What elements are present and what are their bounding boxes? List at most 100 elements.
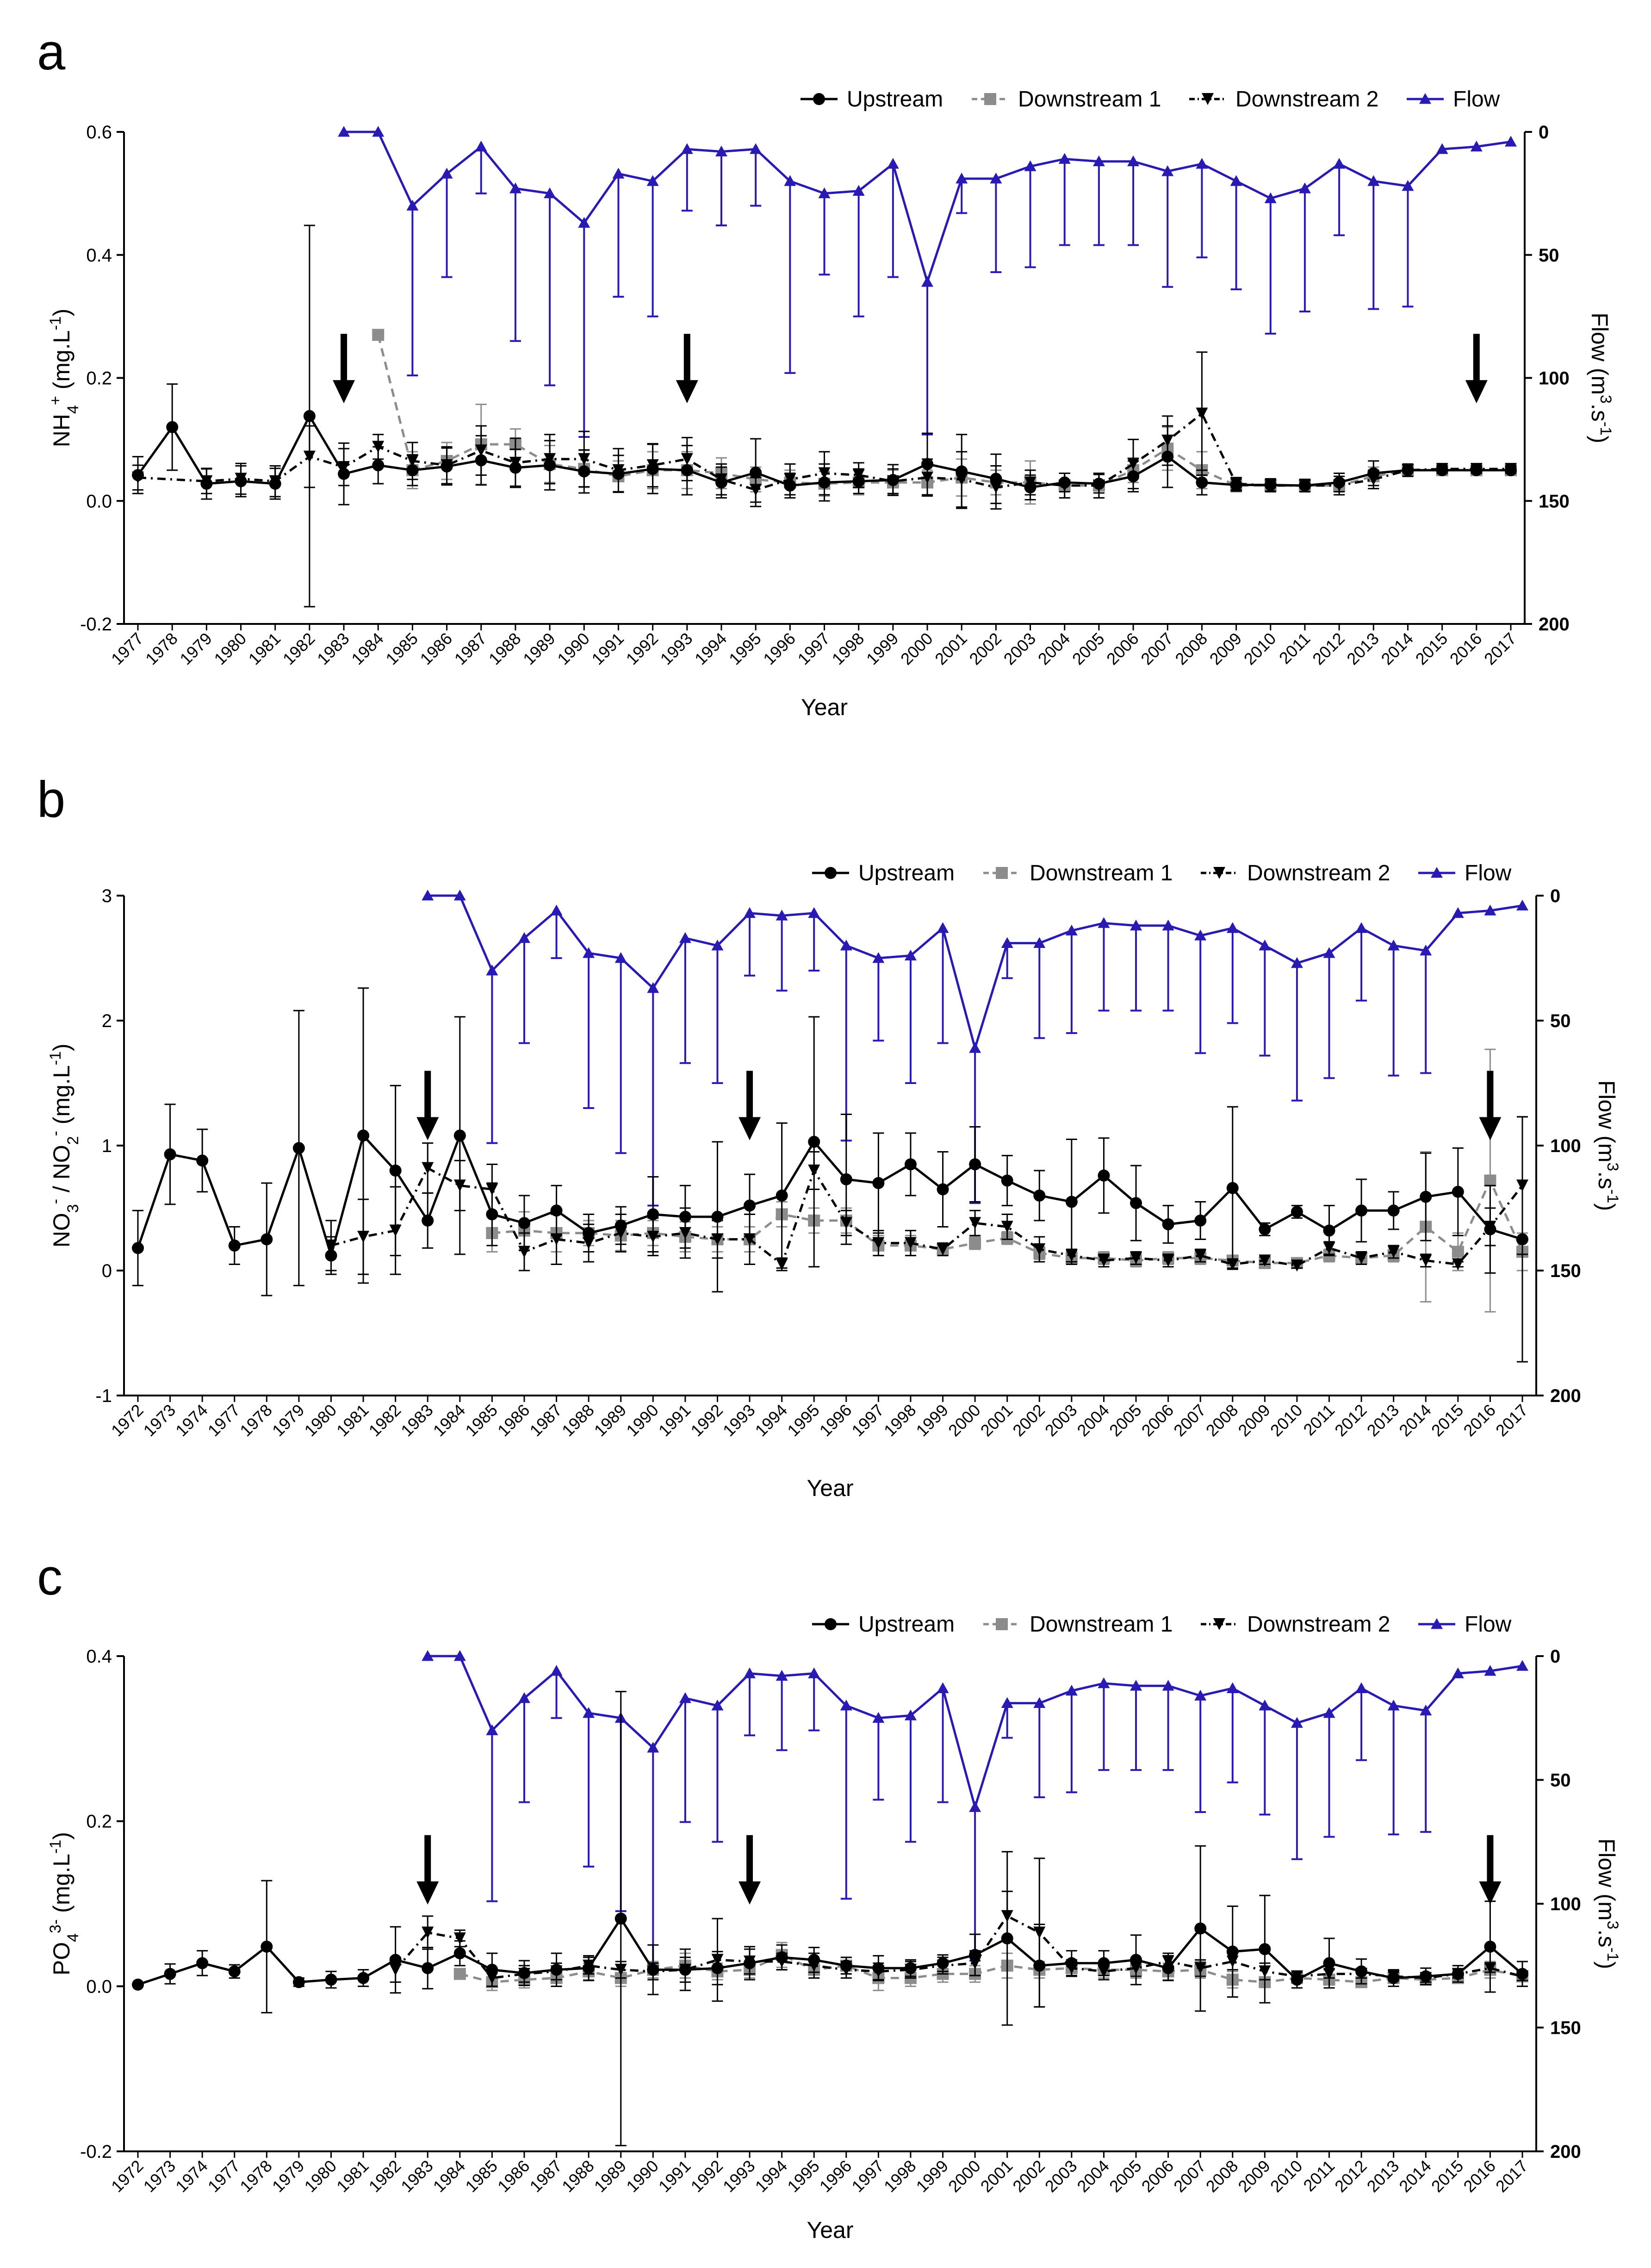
legend-marker bbox=[984, 93, 996, 105]
x-tick-label: 1999 bbox=[863, 629, 902, 669]
data-point bbox=[1130, 1252, 1142, 1264]
flow-point bbox=[1323, 1707, 1335, 1718]
data-point bbox=[1452, 1246, 1464, 1258]
x-tick-label: 1984 bbox=[429, 1401, 469, 1440]
flow-point bbox=[1436, 143, 1448, 154]
flow-point bbox=[784, 175, 796, 186]
data-point bbox=[518, 1967, 530, 1979]
x-tick-label: 1994 bbox=[691, 629, 731, 669]
series-line bbox=[137, 1916, 1523, 1986]
flow-point bbox=[711, 940, 724, 951]
flow-point bbox=[808, 907, 820, 918]
series-line bbox=[330, 1166, 1523, 1267]
x-tick-label: 1977 bbox=[204, 2156, 244, 2196]
panel-label: a bbox=[37, 24, 66, 81]
chart-panel-a: a -0.2 0.0 0.2 0.4 0.6 0 50 100 150 200 19771978197… bbox=[37, 24, 1614, 720]
flow-point bbox=[872, 952, 885, 963]
legend-item: Flow bbox=[1418, 861, 1512, 885]
data-point bbox=[1402, 464, 1414, 476]
flow-point bbox=[1259, 940, 1271, 951]
data-point bbox=[486, 1963, 498, 1976]
legend-item: Downstream 2 bbox=[1201, 1612, 1390, 1637]
y-tick-label: -1 bbox=[95, 1386, 112, 1406]
legend-item: Downstream 1 bbox=[983, 861, 1173, 885]
data-point bbox=[261, 1940, 273, 1953]
x-tick-label: 2014 bbox=[1395, 1401, 1435, 1440]
data-point bbox=[550, 1204, 563, 1217]
x-tick-label: 1983 bbox=[313, 629, 353, 669]
data-point bbox=[1001, 1932, 1013, 1944]
x-tick-label: 1974 bbox=[172, 2156, 211, 2196]
x-tick-label: 2009 bbox=[1234, 1401, 1274, 1440]
legend-item: Flow bbox=[1418, 1612, 1512, 1637]
flow-point bbox=[852, 185, 865, 196]
flow-point bbox=[744, 1667, 756, 1678]
data-point bbox=[1291, 1206, 1303, 1218]
x-tick-label: 2008 bbox=[1202, 1401, 1242, 1440]
flow-point bbox=[937, 1682, 949, 1693]
flow-point bbox=[1194, 1689, 1207, 1701]
data-point bbox=[1065, 1957, 1078, 1969]
data-point bbox=[969, 1217, 981, 1229]
y2-tick-label: 0 bbox=[1539, 122, 1549, 143]
data-point bbox=[1127, 470, 1140, 483]
data-point bbox=[872, 1177, 885, 1189]
data-point bbox=[422, 1215, 434, 1227]
x-tick-label: 1992 bbox=[687, 1401, 726, 1440]
data-point bbox=[200, 478, 213, 490]
flow-point bbox=[486, 1724, 498, 1735]
data-point bbox=[904, 1962, 917, 1975]
data-point bbox=[132, 1242, 144, 1254]
flow-point bbox=[1452, 1667, 1464, 1678]
data-point bbox=[550, 1963, 563, 1976]
data-point bbox=[1196, 476, 1208, 489]
data-point bbox=[1065, 1196, 1078, 1208]
data-point bbox=[679, 1963, 691, 1976]
x-tick-label: 1985 bbox=[382, 629, 422, 669]
x-tick-label: 2011 bbox=[1299, 2156, 1338, 2195]
data-point bbox=[1194, 1922, 1207, 1935]
x-tick-label: 2016 bbox=[1446, 629, 1486, 669]
y2-axis-label: Flow (m3.s-1) bbox=[1594, 1080, 1621, 1211]
legend-marker bbox=[813, 93, 825, 105]
data-point bbox=[583, 1227, 595, 1239]
y2-tick-label: 200 bbox=[1550, 1386, 1581, 1406]
data-point bbox=[303, 410, 316, 422]
data-point bbox=[1452, 1968, 1464, 1980]
x-tick-label: 1995 bbox=[783, 2156, 823, 2196]
data-point bbox=[235, 475, 247, 487]
flow-point bbox=[1226, 1682, 1239, 1693]
legend: Upstream Downstream 1 Downstream 2 Flow bbox=[812, 1612, 1512, 1637]
x-tick-label: 1982 bbox=[365, 1401, 405, 1440]
legend-label: Flow bbox=[1465, 1612, 1512, 1637]
data-point bbox=[1355, 1204, 1368, 1217]
data-point bbox=[1420, 1970, 1432, 1982]
legend-label: Upstream bbox=[858, 861, 955, 885]
x-tick-label: 1979 bbox=[268, 1401, 308, 1440]
x-tick-label: 2009 bbox=[1234, 2156, 1274, 2196]
data-point bbox=[325, 1974, 337, 1986]
legend: Upstream Downstream 1 Downstream 2 Flow bbox=[801, 87, 1500, 112]
data-point bbox=[808, 1135, 820, 1148]
event-arrow bbox=[739, 1835, 761, 1905]
flow-line bbox=[344, 131, 1511, 286]
flow-point bbox=[544, 187, 556, 199]
data-point bbox=[1387, 1204, 1400, 1217]
data-point bbox=[1259, 1254, 1271, 1267]
x-tick-label: 1993 bbox=[719, 2156, 759, 2196]
x-tick-label: 2006 bbox=[1103, 629, 1142, 669]
x-tick-label: 1995 bbox=[725, 629, 765, 669]
x-tick-label: 2010 bbox=[1266, 1401, 1306, 1440]
data-point bbox=[776, 1951, 788, 1963]
flow-point bbox=[808, 1667, 820, 1678]
data-point bbox=[614, 1913, 627, 1925]
y-tick-label: 0.4 bbox=[86, 245, 112, 266]
x-tick-label: 2012 bbox=[1331, 2156, 1371, 2196]
legend: Upstream Downstream 1 Downstream 2 Flow bbox=[812, 861, 1512, 885]
event-arrow bbox=[333, 334, 355, 404]
x-tick-label: 2001 bbox=[977, 2156, 1017, 2196]
data-point bbox=[969, 1158, 981, 1171]
x-tick-label: 1988 bbox=[485, 629, 525, 669]
flow-point bbox=[647, 1741, 659, 1753]
